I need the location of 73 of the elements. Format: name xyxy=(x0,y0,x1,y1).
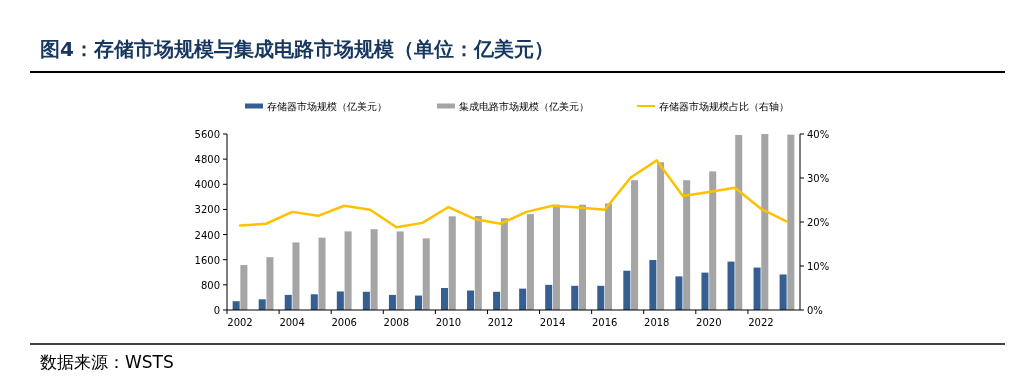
bar xyxy=(232,301,240,310)
bar xyxy=(310,294,318,310)
y-tick-label: 4800 xyxy=(194,154,220,166)
x-tick-label: 2002 xyxy=(227,317,253,328)
x-tick-label: 2010 xyxy=(435,317,462,328)
y-tick-label: 2400 xyxy=(194,229,220,241)
bar xyxy=(441,288,449,310)
bar xyxy=(258,299,266,310)
bar xyxy=(318,237,326,310)
y-tick-label: 0 xyxy=(213,305,220,316)
legend-label: 存储器市场规模占比（右轴） xyxy=(659,101,789,112)
bar xyxy=(474,216,482,310)
y-tick-label: 5600 xyxy=(194,129,220,140)
bar xyxy=(675,276,683,310)
y2-tick-label: 30% xyxy=(807,173,830,184)
bar xyxy=(344,231,352,310)
x-tick-label: 2020 xyxy=(696,317,722,328)
bar xyxy=(727,261,735,310)
bar xyxy=(709,171,717,310)
bar xyxy=(683,180,691,310)
x-tick-label: 2018 xyxy=(644,317,670,328)
bar xyxy=(240,265,248,310)
x-tick-label: 2022 xyxy=(748,317,774,328)
bar xyxy=(787,134,795,310)
y-tick-label: 800 xyxy=(200,279,220,291)
x-tick-label: 2006 xyxy=(331,317,357,328)
bar xyxy=(779,274,787,310)
bar xyxy=(336,291,344,310)
y-tick-label: 3200 xyxy=(194,204,220,216)
legend-label: 集成电路市场规模（亿美元） xyxy=(459,101,589,112)
x-tick-label: 2012 xyxy=(487,317,514,328)
bar xyxy=(284,294,292,310)
bar xyxy=(701,272,709,310)
x-tick-label: 2016 xyxy=(591,317,618,328)
bar xyxy=(362,291,370,310)
bar xyxy=(753,267,761,310)
bar xyxy=(493,291,501,310)
bar xyxy=(735,134,743,310)
bar xyxy=(597,285,605,310)
source-note: 数据来源：WSTS xyxy=(40,352,174,372)
bar xyxy=(292,242,300,310)
bar xyxy=(266,257,274,310)
bar xyxy=(388,294,396,310)
bar xyxy=(552,204,560,310)
line-series xyxy=(238,159,789,229)
y-tick-label: 4000 xyxy=(194,179,220,191)
y2-tick-label: 20% xyxy=(807,217,830,228)
chart-title: 图4：存储市场规模与集成电路市场规模（单位：亿美元） xyxy=(40,37,554,61)
y2-tick-label: 0% xyxy=(807,305,823,316)
x-tick-label: 2008 xyxy=(383,317,410,328)
bar xyxy=(605,203,613,310)
legend-label: 存储器市场规模（亿美元） xyxy=(267,101,387,112)
x-tick-label: 2014 xyxy=(539,317,566,328)
bar xyxy=(422,238,430,310)
y-tick-label: 1600 xyxy=(194,254,220,266)
bar xyxy=(467,290,475,310)
bar xyxy=(500,218,508,310)
bar xyxy=(578,204,586,310)
bar xyxy=(657,162,665,310)
bar xyxy=(623,270,631,310)
bar xyxy=(448,216,456,310)
bar xyxy=(649,260,657,310)
bar xyxy=(370,229,378,310)
bar xyxy=(545,284,553,310)
x-tick-label: 2004 xyxy=(279,317,305,328)
bar xyxy=(526,214,534,310)
bar xyxy=(396,231,404,310)
y2-tick-label: 40% xyxy=(807,129,830,140)
bar xyxy=(631,180,639,310)
bar xyxy=(761,134,769,310)
bar xyxy=(519,288,527,310)
y2-tick-label: 10% xyxy=(807,261,830,272)
bar xyxy=(571,285,579,310)
